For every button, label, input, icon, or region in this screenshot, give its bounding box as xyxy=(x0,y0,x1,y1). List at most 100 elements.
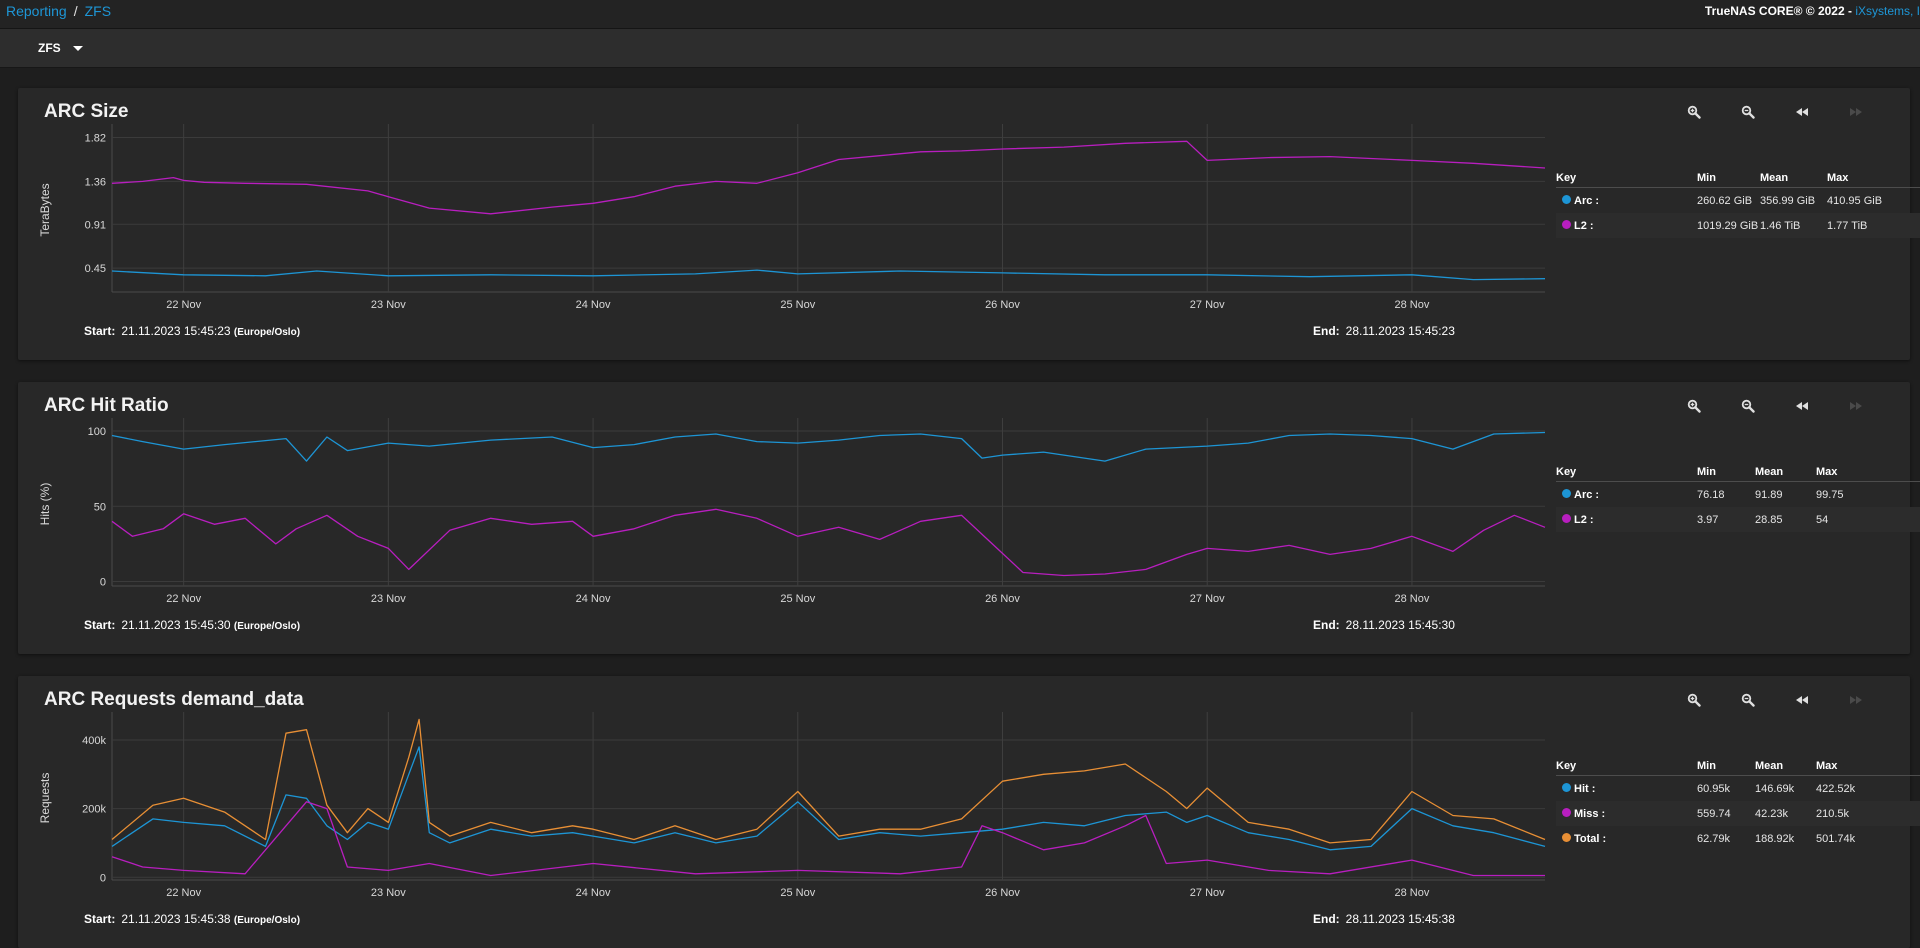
zoom-out-button[interactable] xyxy=(1741,690,1795,710)
timezone-label: (Europe/Oslo) xyxy=(233,621,301,632)
step-forward-button[interactable] xyxy=(1849,396,1903,416)
step-back-button[interactable] xyxy=(1795,690,1849,710)
zoom-in-button[interactable] xyxy=(1687,396,1741,416)
chart-card: ARC Hit Ratio 0 50 100 22 Nov 23 Nov 24 Nov 25 … xyxy=(18,382,1920,654)
zoom-in-button[interactable] xyxy=(1687,102,1741,122)
legend-series-name: Hit : xyxy=(1574,783,1596,795)
timezone-label: (Europe/Oslo) xyxy=(233,327,301,338)
x-tick-label: 24 Nov xyxy=(576,299,611,311)
legend-mean-value: 146.69k xyxy=(1755,783,1795,795)
y-tick-label: 50 xyxy=(94,501,106,513)
breadcrumb-reporting-link[interactable]: Reporting xyxy=(6,3,67,19)
y-tick-label: 400k xyxy=(82,735,106,747)
report-type-select[interactable]: ZFS xyxy=(38,41,83,55)
legend-mean-value: 42.23k xyxy=(1755,808,1789,820)
legend-header-min: Min xyxy=(1697,466,1716,478)
legend-header-mean: Mean xyxy=(1755,760,1784,772)
legend-mean-value: 28.85 xyxy=(1755,514,1783,526)
legend-series-name: Arc : xyxy=(1574,489,1600,501)
x-tick-label: 25 Nov xyxy=(780,887,815,899)
range-start: Start: 21.11.2023 15:45:38 (Europe/Oslo) xyxy=(84,912,300,926)
caret-down-icon xyxy=(72,45,83,51)
vendor-link[interactable]: iXsystems, I xyxy=(1855,4,1920,18)
start-value: 21.11.2023 15:45:38 xyxy=(121,912,231,926)
legend-row: L2 : 3.97 28.85 54 xyxy=(1556,507,1920,532)
series-line-l2 xyxy=(111,508,1546,577)
y-tick-label: 0.45 xyxy=(85,263,106,275)
zoom-out-button[interactable] xyxy=(1741,102,1795,122)
y-tick-label: 1.82 xyxy=(85,133,106,145)
series-line-arc xyxy=(111,269,1546,281)
timezone-label: (Europe/Oslo) xyxy=(233,915,301,926)
legend-mean-value: 91.89 xyxy=(1755,489,1783,501)
x-tick-label: 26 Nov xyxy=(985,593,1020,605)
legend-max-value: 410.95 GiB xyxy=(1827,195,1883,207)
legend-table: Key Min Mean Max Hit : 60.95k 146.69k 422.52k Mi… xyxy=(1556,754,1920,851)
start-label: Start: xyxy=(84,912,116,926)
legend-mean-value: 356.99 GiB xyxy=(1760,195,1816,207)
end-label: End: xyxy=(1313,618,1340,632)
legend-min-value: 1019.29 GiB xyxy=(1697,220,1759,232)
zoom-in-button[interactable] xyxy=(1687,690,1741,710)
zoom-out-icon xyxy=(1741,399,1755,413)
legend-header-max: Max xyxy=(1827,172,1849,184)
step-back-icon xyxy=(1795,399,1809,413)
step-forward-button[interactable] xyxy=(1849,102,1903,122)
legend-min-value: 60.95k xyxy=(1697,783,1731,795)
step-back-icon xyxy=(1795,693,1809,707)
legend-series-name: Total : xyxy=(1574,833,1607,845)
chart-tools xyxy=(1687,396,1903,416)
step-back-button[interactable] xyxy=(1795,396,1849,416)
y-tick-label: 100 xyxy=(88,426,106,438)
legend-header: Key Min Mean Max xyxy=(1556,754,1920,776)
chart-tools xyxy=(1687,690,1903,710)
start-value: 21.11.2023 15:45:30 xyxy=(121,618,231,632)
legend-min-value: 3.97 xyxy=(1697,514,1719,526)
end-value: 28.11.2023 15:45:23 xyxy=(1345,324,1455,338)
legend-max-value: 1.77 TiB xyxy=(1827,220,1868,232)
zoom-out-icon xyxy=(1741,105,1755,119)
chart-plot: 0 200k 400k 22 Nov 23 Nov 24 Nov 25 Nov 26 Nov 2… xyxy=(38,712,1546,899)
legend-swatch xyxy=(1562,220,1571,229)
legend-series-name: Arc : xyxy=(1574,195,1600,207)
report-type-value: ZFS xyxy=(38,41,61,55)
step-forward-button[interactable] xyxy=(1849,690,1903,710)
x-tick-label: 27 Nov xyxy=(1190,299,1225,311)
x-tick-label: 28 Nov xyxy=(1395,299,1430,311)
x-tick-label: 22 Nov xyxy=(166,593,201,605)
chart-tools xyxy=(1687,102,1903,122)
x-tick-label: 25 Nov xyxy=(780,593,815,605)
y-axis-title: TeraBytes xyxy=(38,183,52,236)
x-tick-label: 28 Nov xyxy=(1395,593,1430,605)
chart-plot: 0.45 0.91 1.36 1.82 22 Nov 23 Nov 24 Nov 25 Nov… xyxy=(38,124,1546,311)
legend-max-value: 422.52k xyxy=(1816,783,1856,795)
legend-row: Total : 62.79k 188.92k 501.74k xyxy=(1556,826,1920,851)
legend-swatch xyxy=(1562,195,1571,204)
legend-header-key: Key xyxy=(1556,760,1577,772)
legend-header-key: Key xyxy=(1556,466,1577,478)
range-end: End: 28.11.2023 15:45:30 xyxy=(1313,618,1455,632)
zoom-in-icon xyxy=(1687,105,1701,119)
series-line-arc xyxy=(111,431,1546,462)
breadcrumb-zfs-link[interactable]: ZFS xyxy=(84,3,112,19)
report-toolbar: ZFS xyxy=(0,29,1920,68)
legend-table: Key Min Mean Max Arc : 76.18 91.89 99.75 L2 : 3.9… xyxy=(1556,460,1920,532)
x-tick-label: 27 Nov xyxy=(1190,593,1225,605)
zoom-out-button[interactable] xyxy=(1741,396,1795,416)
legend-min-value: 260.62 GiB xyxy=(1697,195,1753,207)
x-tick-label: 28 Nov xyxy=(1395,887,1430,899)
x-tick-label: 22 Nov xyxy=(166,299,201,311)
step-back-button[interactable] xyxy=(1795,102,1849,122)
end-value: 28.11.2023 15:45:38 xyxy=(1345,912,1455,926)
end-label: End: xyxy=(1313,912,1340,926)
breadcrumb: Reporting / ZFS xyxy=(6,3,111,19)
x-tick-label: 22 Nov xyxy=(166,887,201,899)
zoom-in-icon xyxy=(1687,399,1701,413)
x-tick-label: 26 Nov xyxy=(985,887,1020,899)
x-tick-label: 24 Nov xyxy=(576,887,611,899)
legend-series-name: L2 : xyxy=(1574,514,1594,526)
step-forward-icon xyxy=(1849,399,1863,413)
legend-swatch xyxy=(1562,783,1571,792)
legend-row: L2 : 1019.29 GiB 1.46 TiB 1.77 TiB xyxy=(1556,213,1920,238)
legend-header-key: Key xyxy=(1556,172,1577,184)
